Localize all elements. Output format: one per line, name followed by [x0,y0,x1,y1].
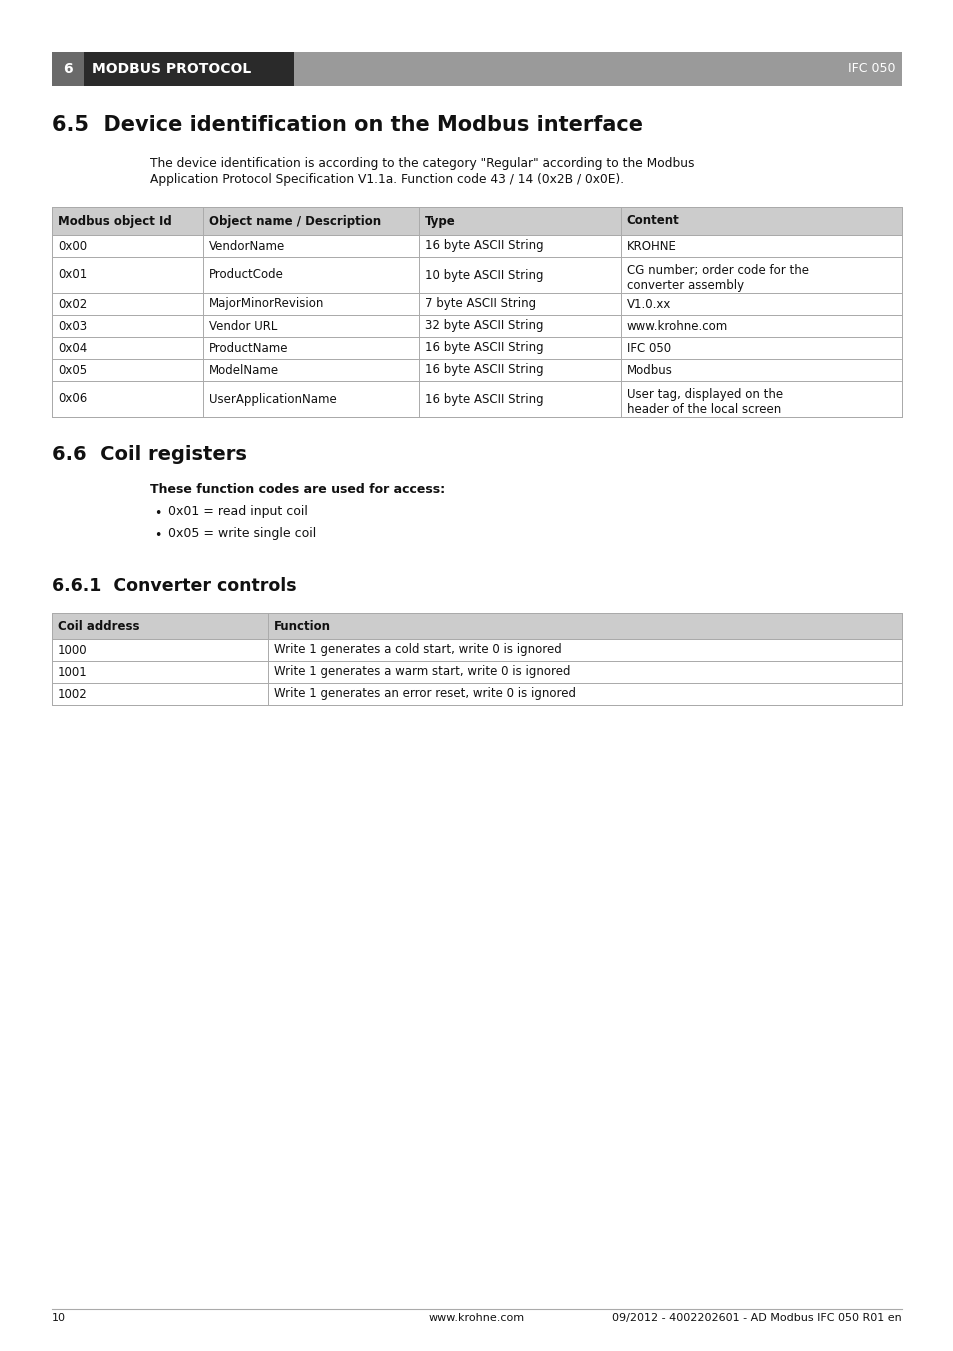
Text: Type: Type [425,215,456,227]
Text: UserApplicationName: UserApplicationName [209,393,336,405]
Text: CG number; order code for the: CG number; order code for the [626,263,808,277]
Text: MajorMinorRevision: MajorMinorRevision [209,297,324,311]
Text: ProductCode: ProductCode [209,269,284,281]
Text: 6.6  Coil registers: 6.6 Coil registers [52,444,247,463]
Text: V1.0.xx: V1.0.xx [626,297,670,311]
Text: 1002: 1002 [58,688,88,701]
Text: 32 byte ASCII String: 32 byte ASCII String [425,319,543,332]
Text: Modbus: Modbus [626,363,672,377]
Text: 6.5  Device identification on the Modbus interface: 6.5 Device identification on the Modbus … [52,115,642,135]
Text: Coil address: Coil address [58,620,139,632]
Bar [52,336,901,359]
Text: 16 byte ASCII String: 16 byte ASCII String [425,342,543,354]
Text: •: • [154,507,161,520]
Text: Vendor URL: Vendor URL [209,319,277,332]
Text: 0x04: 0x04 [58,342,87,354]
Text: 16 byte ASCII String: 16 byte ASCII String [425,363,543,377]
Text: 6.6.1  Converter controls: 6.6.1 Converter controls [52,577,296,594]
Text: 0x01: 0x01 [58,269,87,281]
Text: User tag, displayed on the: User tag, displayed on the [626,388,782,401]
Text: converter assembly: converter assembly [626,280,743,292]
Text: 16 byte ASCII String: 16 byte ASCII String [425,393,543,405]
Bar [52,359,901,381]
Text: 0x05: 0x05 [58,363,87,377]
Text: Write 1 generates an error reset, write 0 is ignored: Write 1 generates an error reset, write … [274,688,576,701]
Text: The device identification is according to the category "Regular" according to th: The device identification is according t… [150,157,694,170]
Bar [52,661,901,684]
Bar [84,51,294,86]
Text: Application Protocol Specification V1.1a. Function code 43 / 14 (0x2B / 0x0E).: Application Protocol Specification V1.1a… [150,173,623,186]
Text: Content: Content [626,215,679,227]
Text: 0x05 = write single coil: 0x05 = write single coil [168,527,315,540]
Text: 1001: 1001 [58,666,88,678]
Text: 0x01 = read input coil: 0x01 = read input coil [168,505,308,517]
Bar [52,684,901,705]
Bar [294,51,901,86]
Text: www.krohne.com: www.krohne.com [626,319,727,332]
Bar [52,381,901,417]
Bar [52,207,901,235]
Text: 0x02: 0x02 [58,297,87,311]
Text: •: • [154,530,161,542]
Text: MODBUS PROTOCOL: MODBUS PROTOCOL [91,62,251,76]
Text: 0x06: 0x06 [58,393,87,405]
Text: 16 byte ASCII String: 16 byte ASCII String [425,239,543,253]
Text: Object name / Description: Object name / Description [209,215,381,227]
Bar [52,51,84,86]
Text: 0x03: 0x03 [58,319,87,332]
Text: VendorName: VendorName [209,239,285,253]
Text: These function codes are used for access:: These function codes are used for access… [150,484,445,496]
Text: Function: Function [274,620,331,632]
Text: 0x00: 0x00 [58,239,87,253]
Text: 09/2012 - 4002202601 - AD Modbus IFC 050 R01 en: 09/2012 - 4002202601 - AD Modbus IFC 050… [612,1313,901,1323]
Text: 10 byte ASCII String: 10 byte ASCII String [425,269,543,281]
Text: ProductName: ProductName [209,342,289,354]
Text: header of the local screen: header of the local screen [626,403,781,416]
Text: 1000: 1000 [58,643,88,657]
Text: Write 1 generates a cold start, write 0 is ignored: Write 1 generates a cold start, write 0 … [274,643,561,657]
Text: 6: 6 [63,62,72,76]
Text: Modbus object Id: Modbus object Id [58,215,172,227]
Bar [52,207,901,417]
Bar [52,613,901,639]
Text: 7 byte ASCII String: 7 byte ASCII String [425,297,536,311]
Bar [52,639,901,661]
Bar [52,235,901,257]
Text: www.krohne.com: www.krohne.com [429,1313,524,1323]
Bar [52,293,901,315]
Bar [52,257,901,293]
Text: Write 1 generates a warm start, write 0 is ignored: Write 1 generates a warm start, write 0 … [274,666,570,678]
Text: 10: 10 [52,1313,66,1323]
Text: ModelName: ModelName [209,363,279,377]
Bar [52,613,901,705]
Bar [52,315,901,336]
Text: KROHNE: KROHNE [626,239,676,253]
Text: IFC 050: IFC 050 [847,62,895,76]
Text: IFC 050: IFC 050 [626,342,670,354]
